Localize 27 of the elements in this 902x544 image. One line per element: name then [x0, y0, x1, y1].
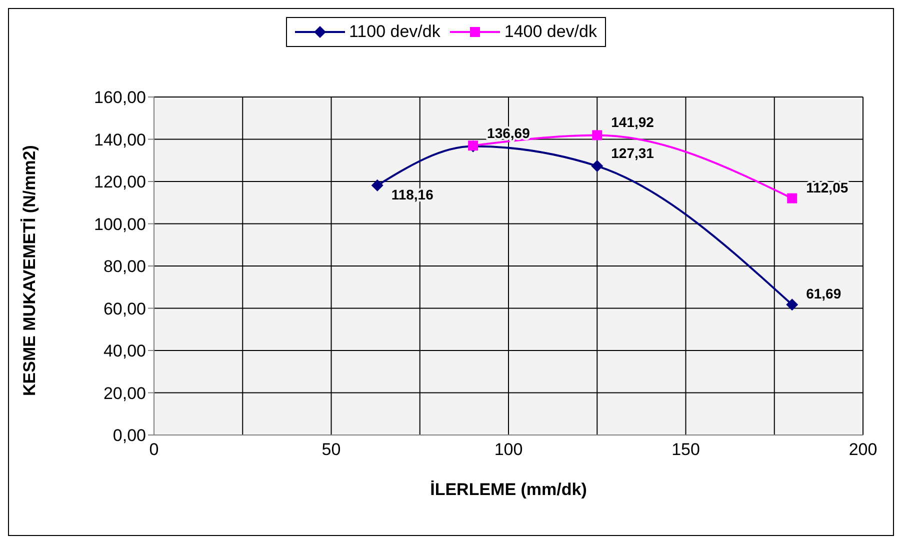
y-axis-title: KESME MUKAVEMETİ (N/mm2)	[20, 145, 40, 396]
point	[786, 298, 798, 311]
y-tick-label: 100,00	[94, 214, 146, 234]
y-tick-label: 20,00	[103, 384, 146, 403]
y-tick-label: 40,00	[103, 342, 146, 361]
y-tick-label: 160,00	[94, 88, 146, 108]
y-tick-label: 140,00	[94, 130, 146, 150]
x-tick-label: 0	[149, 440, 159, 460]
point	[592, 130, 602, 140]
x-axis-title: İLERLEME (mm/dk)	[430, 480, 587, 499]
x-tick-label: 200	[848, 440, 878, 460]
legend-label: 1400 dev/dk	[503, 22, 597, 42]
y-tick-label: 60,00	[103, 299, 146, 318]
data-label: 127,31	[611, 145, 654, 162]
y-tick-label: 120,00	[94, 172, 146, 192]
x-tick-label: 100	[494, 440, 523, 460]
y-tick-label: 80,00	[103, 257, 146, 276]
point	[371, 179, 384, 192]
legend-label: 1100 dev/dk	[348, 22, 440, 42]
point	[591, 160, 604, 172]
y-tick-label: 0,00	[112, 426, 146, 446]
x-tick-label: 150	[672, 440, 700, 460]
data-label: 112,05	[806, 179, 848, 196]
x-tick-label: 50	[322, 440, 341, 460]
data-label: 61,69	[806, 286, 842, 302]
data-label: 141,92	[611, 114, 654, 130]
point	[787, 193, 798, 204]
